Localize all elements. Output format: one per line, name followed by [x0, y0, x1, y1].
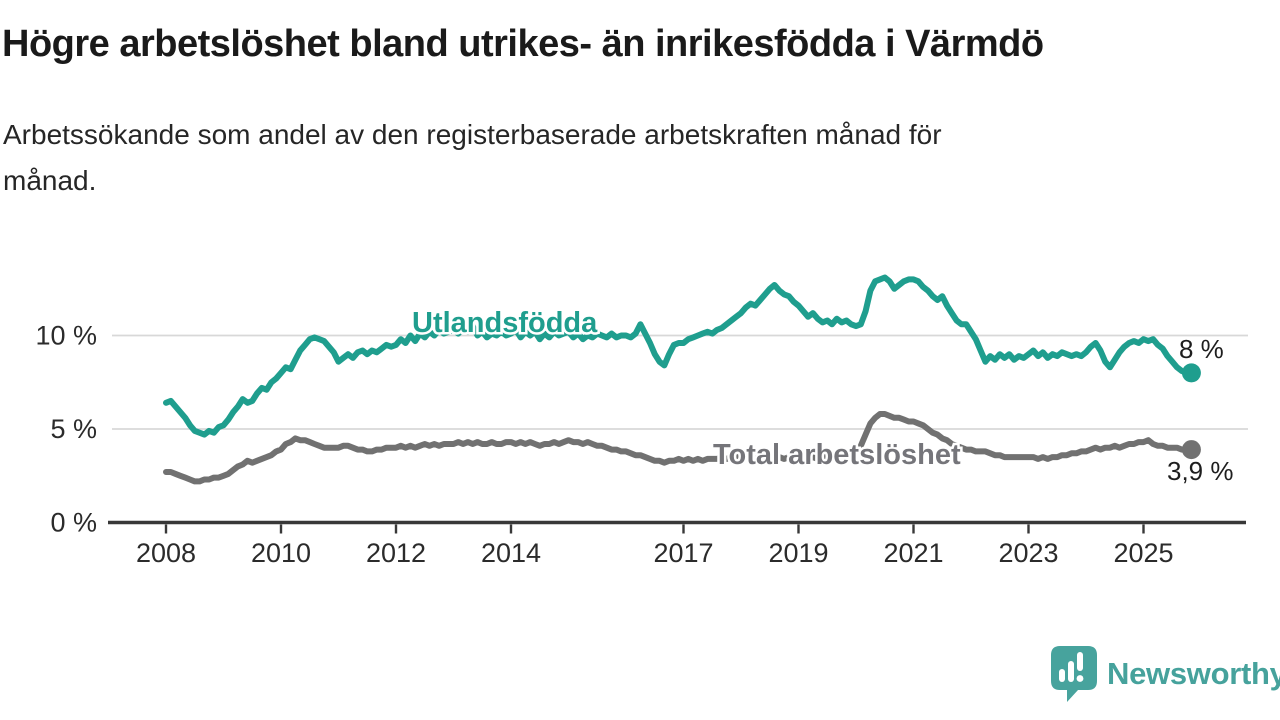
x-tick-label-2014: 2014: [481, 538, 541, 568]
y-tick-label-0: 0 %: [50, 508, 97, 538]
x-tick-label-2017: 2017: [653, 538, 713, 568]
x-tick-label-2025: 2025: [1113, 538, 1173, 568]
newsworthy-logo-icon: [1051, 646, 1097, 702]
series-label-utlandsfodda: Utlandsfödda: [412, 307, 598, 339]
x-tick-label-2019: 2019: [768, 538, 828, 568]
x-tick-label-2012: 2012: [366, 538, 426, 568]
series-end-dot-total: [1181, 440, 1201, 460]
newsworthy-logo-text: Newsworthy: [1107, 656, 1280, 691]
series-line-utlandsfodda: [163, 274, 1195, 438]
newsworthy-logo: Newsworthy: [1050, 645, 1280, 703]
x-tick-label-2008: 2008: [136, 538, 196, 568]
x-tick-label-2021: 2021: [883, 538, 943, 568]
end-value-label-total: 3,9 %: [1167, 456, 1234, 486]
x-tick-label-2010: 2010: [251, 538, 311, 568]
chart-title: Högre arbetslöshet bland utrikes- än inr…: [2, 23, 1044, 65]
chart-subtitle: Arbetssökande som andel av den registerb…: [3, 119, 942, 196]
y-tick-label-10: 10 %: [35, 321, 97, 351]
x-tick-label-2023: 2023: [998, 538, 1058, 568]
end-value-label-utlandsfodda: 8 %: [1179, 334, 1224, 364]
series-line-total: [163, 411, 1195, 485]
series-end-dot-utlandsfodda: [1181, 363, 1201, 383]
y-tick-label-5: 5 %: [50, 414, 97, 444]
series-label-total: Total arbetslöshet: [713, 439, 961, 471]
